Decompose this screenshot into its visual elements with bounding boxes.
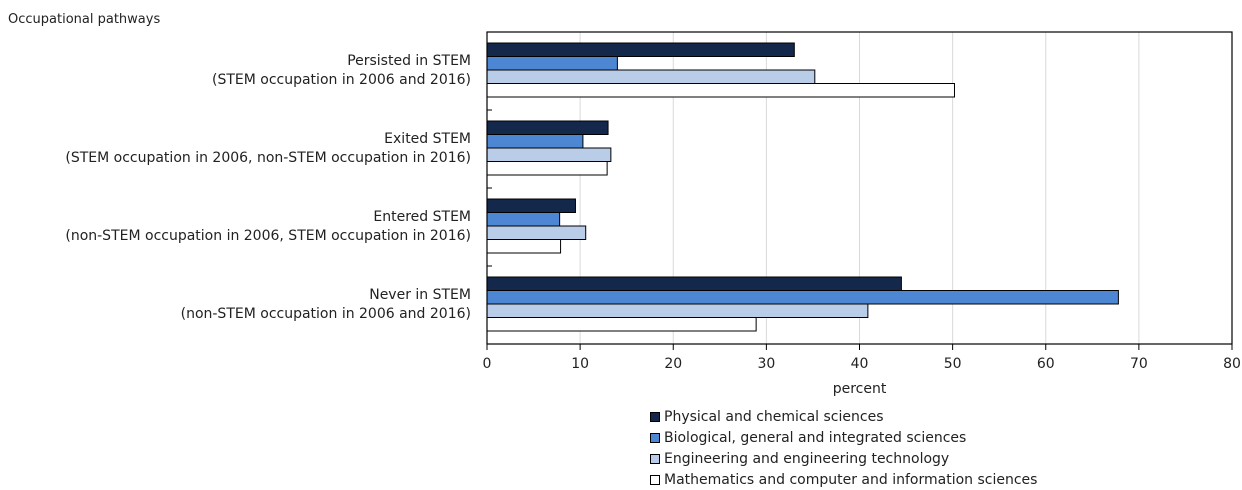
x-tick-label: 20 <box>664 356 682 372</box>
legend-label-mathematics: Mathematics and computer and information… <box>664 472 1037 488</box>
category-sublabel: (STEM occupation in 2006 and 2016) <box>212 72 471 88</box>
x-tick-label: 70 <box>1130 356 1148 372</box>
legend-swatch-engineering <box>650 454 660 464</box>
bar <box>487 318 756 332</box>
category-sublabel: (non-STEM occupation in 2006, STEM occup… <box>65 228 471 244</box>
category-sublabel: (STEM occupation in 2006, non-STEM occup… <box>65 150 471 166</box>
bar <box>487 226 586 240</box>
legend-swatch-mathematics <box>650 475 660 485</box>
legend-item-engineering: Engineering and engineering technology <box>650 448 1037 469</box>
legend-swatch-biological <box>650 433 660 443</box>
bar <box>487 70 815 84</box>
x-tick-label: 80 <box>1223 356 1241 372</box>
bar <box>487 57 617 71</box>
bar <box>487 84 954 98</box>
bar <box>487 121 608 135</box>
x-tick-label: 60 <box>1037 356 1055 372</box>
category-label: Persisted in STEM <box>347 53 471 69</box>
legend-item-physical: Physical and chemical sciences <box>650 406 1037 427</box>
x-axis-label: percent <box>833 381 887 397</box>
bar <box>487 213 560 227</box>
bar <box>487 43 794 57</box>
legend-label-biological: Biological, general and integrated scien… <box>664 430 966 446</box>
bar <box>487 135 583 149</box>
legend: Physical and chemical sciences Biologica… <box>650 406 1037 490</box>
category-label: Never in STEM <box>369 287 471 303</box>
bar <box>487 240 561 254</box>
legend-item-biological: Biological, general and integrated scien… <box>650 427 1037 448</box>
x-tick-label: 10 <box>571 356 589 372</box>
bar <box>487 199 575 213</box>
bar <box>487 291 1118 305</box>
category-label: Exited STEM <box>384 131 471 147</box>
bar <box>487 148 611 162</box>
x-tick-label: 0 <box>483 356 492 372</box>
x-tick-label: 50 <box>944 356 962 372</box>
legend-label-engineering: Engineering and engineering technology <box>664 451 949 467</box>
legend-swatch-physical <box>650 412 660 422</box>
bar <box>487 277 901 291</box>
x-tick-label: 30 <box>757 356 775 372</box>
legend-item-mathematics: Mathematics and computer and information… <box>650 469 1037 490</box>
legend-label-physical: Physical and chemical sciences <box>664 409 884 425</box>
bar <box>487 304 868 318</box>
category-sublabel: (non-STEM occupation in 2006 and 2016) <box>181 306 471 322</box>
category-label: Entered STEM <box>373 209 471 225</box>
bar <box>487 162 607 176</box>
x-tick-label: 40 <box>851 356 869 372</box>
